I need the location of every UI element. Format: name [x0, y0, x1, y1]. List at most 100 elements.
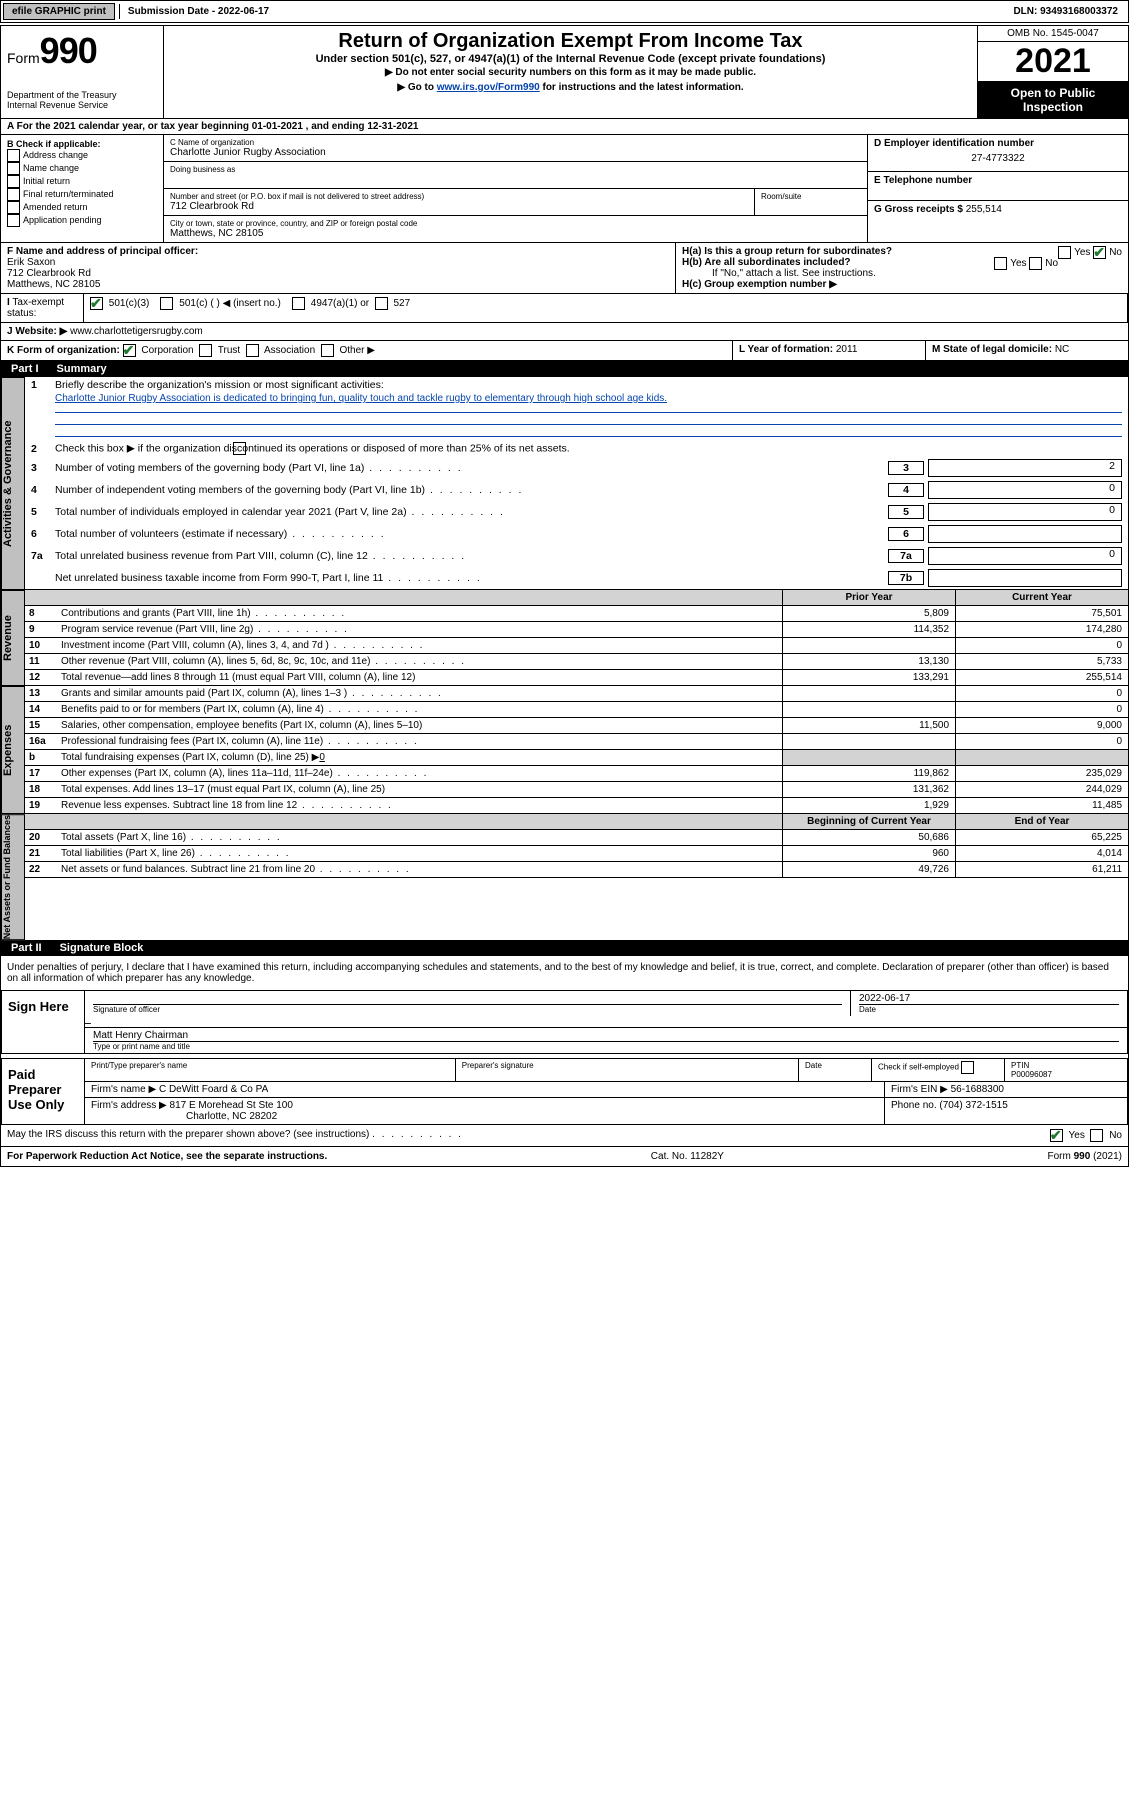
firm-phone-label: Phone no. [891, 1100, 939, 1111]
firm-ein: 56-1688300 [951, 1084, 1004, 1095]
l6-text: Total number of volunteers (estimate if … [55, 528, 882, 540]
self-emp: Check if self-employed [872, 1059, 1005, 1081]
header: Form990 Department of the Treasury Inter… [1, 26, 1128, 119]
p12: 133,291 [782, 670, 955, 685]
c8: 75,501 [955, 606, 1128, 621]
eoy-hdr: End of Year [955, 814, 1128, 829]
p22: 49,726 [782, 862, 955, 877]
gross-label: G Gross receipts $ [874, 204, 966, 215]
form-frame: Form990 Department of the Treasury Inter… [0, 25, 1129, 1167]
firm-name-label: Firm's name ▶ [91, 1084, 159, 1095]
form-org-label: K Form of organization: [7, 345, 120, 356]
chk-address[interactable]: Address change [7, 149, 157, 162]
p19: 1,929 [782, 798, 955, 813]
note2-pre: ▶ Go to [397, 82, 436, 93]
prep-date-label: Date [799, 1059, 872, 1081]
l11: Other revenue (Part VIII, column (A), li… [57, 654, 782, 669]
form-ref: Form 990 (2021) [1048, 1151, 1122, 1162]
subdate-value: 2022-06-17 [218, 6, 269, 17]
c13: 0 [955, 686, 1128, 701]
open-inspection: Open to Public Inspection [978, 82, 1128, 118]
box-4: 4 [888, 483, 924, 497]
box-5: 5 [888, 505, 924, 519]
c21: 4,014 [955, 846, 1128, 861]
subdate-label: Submission Date - [128, 6, 218, 17]
year-header: Prior Year Current Year [25, 590, 1128, 606]
dba-label: Doing business as [170, 165, 861, 174]
chk-amended[interactable]: Amended return [7, 201, 157, 214]
current-year-hdr: Current Year [955, 590, 1128, 605]
omb-number: OMB No. 1545-0047 [978, 26, 1128, 42]
sign-here: Sign Here Signature of officer 2022-06-1… [1, 990, 1128, 1054]
c17: 235,029 [955, 766, 1128, 781]
p16a [782, 734, 955, 749]
p13 [782, 686, 955, 701]
tab-governance: Activities & Governance [1, 377, 25, 590]
note2-post: for instructions and the latest informat… [540, 82, 744, 93]
firm-addr2: Charlotte, NC 28202 [186, 1111, 277, 1122]
p20: 50,686 [782, 830, 955, 845]
chk-initial[interactable]: Initial return [7, 175, 157, 188]
tax-status-label: Tax-exempt status: [7, 297, 64, 319]
officer-name: Erik Saxon [7, 257, 669, 268]
p16b [782, 750, 955, 765]
discuss-text: May the IRS discuss this return with the… [7, 1129, 369, 1140]
row-j: J Website: ▶ www.charlottetigersrugby.co… [1, 323, 1128, 341]
chk-name[interactable]: Name change [7, 162, 157, 175]
k-corp[interactable]: Corporation [141, 345, 193, 356]
boy-hdr: Beginning of Current Year [782, 814, 955, 829]
row-i-j: I Tax-exempt status: 501(c)(3) 501(c) ( … [1, 294, 1128, 323]
ha-yes[interactable]: Yes [1074, 247, 1090, 258]
header-note2: ▶ Go to www.irs.gov/Form990 for instruct… [170, 80, 971, 95]
527[interactable]: 527 [393, 298, 410, 309]
k-other[interactable]: Other ▶ [339, 345, 374, 356]
k-trust[interactable]: Trust [218, 345, 240, 356]
l10: Investment income (Part VIII, column (A)… [57, 638, 782, 653]
chk-pending[interactable]: Application pending [7, 214, 157, 227]
addr-label: Number and street (or P.O. box if mail i… [170, 192, 748, 201]
4947a1[interactable]: 4947(a)(1) or [311, 298, 369, 309]
hb-yes[interactable]: Yes [1010, 258, 1026, 269]
h-a: H(a) Is this a group return for subordin… [682, 246, 1122, 257]
box-7a: 7a [888, 549, 924, 563]
paid-preparer: Paid Preparer Use Only Print/Type prepar… [1, 1058, 1128, 1125]
l9: Program service revenue (Part VIII, line… [57, 622, 782, 637]
part1-title: Part I [11, 363, 39, 375]
chk-pending-label: Application pending [23, 215, 102, 225]
efile-print-button[interactable]: efile GRAPHIC print [3, 3, 115, 20]
box-3: 3 [888, 461, 924, 475]
chk-name-label: Name change [23, 163, 79, 173]
mission[interactable]: Charlotte Junior Rugby Association is de… [55, 393, 667, 404]
box-6: 6 [888, 527, 924, 541]
chk-final[interactable]: Final return/terminated [7, 188, 157, 201]
l2-text: Check this box ▶ if the organization dis… [55, 442, 1122, 455]
c12: 255,514 [955, 670, 1128, 685]
col-d: D Employer identification number 27-4773… [868, 135, 1128, 242]
instructions-link[interactable]: www.irs.gov/Form990 [437, 82, 540, 93]
hb-label: H(b) Are all subordinates included? [682, 257, 851, 268]
perjury-text: Under penalties of perjury, I declare th… [1, 956, 1128, 990]
tab-expenses: Expenses [1, 686, 25, 814]
website-label: J Website: ▶ [7, 326, 67, 337]
l20: Total assets (Part X, line 16) [57, 830, 782, 845]
part1-name: Summary [57, 363, 107, 375]
c19: 11,485 [955, 798, 1128, 813]
prep-sig-label: Preparer's signature [456, 1059, 799, 1081]
room-label: Room/suite [761, 192, 861, 201]
row-a: A For the 2021 calendar year, or tax yea… [1, 119, 1128, 135]
l7a-text: Total unrelated business revenue from Pa… [55, 550, 882, 562]
l12: Total revenue—add lines 8 through 11 (mu… [57, 670, 782, 685]
ha-no[interactable]: No [1109, 247, 1122, 258]
discuss-no[interactable]: No [1109, 1130, 1122, 1141]
501c[interactable]: 501(c) ( ) ◀ (insert no.) [179, 298, 281, 309]
l21: Total liabilities (Part X, line 26) [57, 846, 782, 861]
name-label: C Name of organization [170, 138, 861, 147]
k-assoc[interactable]: Association [264, 345, 315, 356]
501c3[interactable]: 501(c)(3) [109, 298, 150, 309]
l3-text: Number of voting members of the governin… [55, 462, 882, 474]
mission-text: Charlotte Junior Rugby Association is de… [25, 393, 1128, 437]
hb-no[interactable]: No [1045, 258, 1058, 269]
l15: Salaries, other compensation, employee b… [57, 718, 782, 733]
signer-name: Matt Henry Chairman [93, 1030, 1119, 1041]
discuss-yes[interactable]: Yes [1069, 1130, 1085, 1141]
